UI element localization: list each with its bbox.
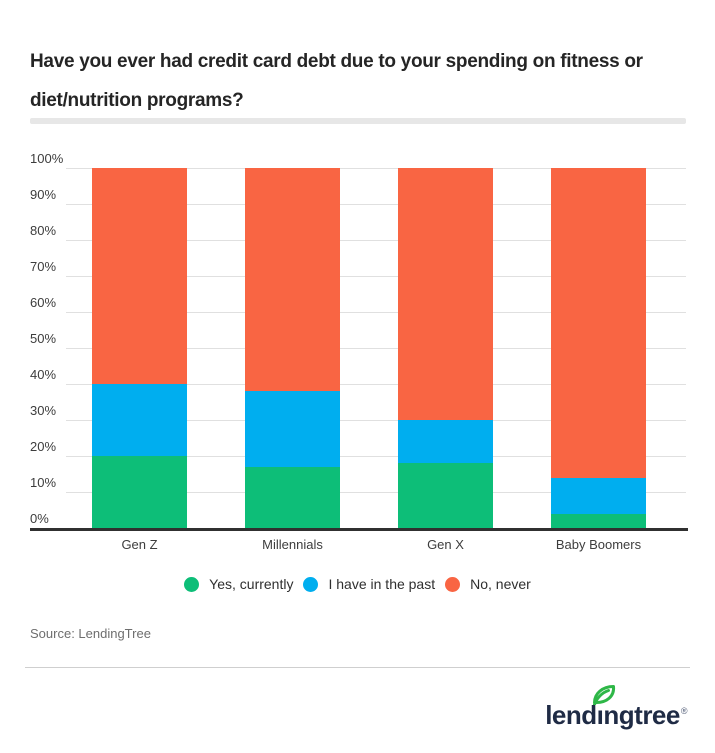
bar-segment-millennials-yes-currently[interactable] xyxy=(245,466,340,528)
y-axis-tick-label-0: 0% xyxy=(30,511,49,526)
leaf-icon xyxy=(593,685,616,705)
y-axis-tick-label-70: 70% xyxy=(30,259,57,274)
chart-title-line2: diet/nutrition programs? xyxy=(30,90,244,111)
gridline-90 xyxy=(66,204,686,205)
bar-segment-baby-boomers-yes-currently[interactable] xyxy=(551,513,646,528)
gridline-80 xyxy=(66,240,686,241)
y-axis-tick-label-90: 90% xyxy=(30,187,57,202)
footer-divider xyxy=(25,667,690,668)
bar-gen-x xyxy=(398,168,493,528)
gridline-40 xyxy=(66,384,686,385)
title-separator xyxy=(30,118,686,124)
bar-segment-gen-z-no-never[interactable] xyxy=(92,168,187,384)
bar-segment-millennials-no-never[interactable] xyxy=(245,168,340,392)
y-axis-tick-label-80: 80% xyxy=(30,223,57,238)
bar-segment-gen-x-i-have-in-the-past[interactable] xyxy=(398,420,493,464)
gridline-70 xyxy=(66,276,686,277)
bar-segment-gen-x-no-never[interactable] xyxy=(398,168,493,420)
x-axis-label-gen-x: Gen X xyxy=(427,537,464,552)
legend-label-yes-currently: Yes, currently xyxy=(209,576,294,592)
stacked-bar-chart: 0% 10% 20% 30% 40% 50% 60% 70% 80% 90% 100% Gen Z Mi… xyxy=(30,151,688,560)
legend-label-no-never: No, never xyxy=(470,576,531,592)
logo-text-prefix: lend xyxy=(545,700,597,730)
y-axis-tick-label-100: 100% xyxy=(30,151,64,166)
legend-item-yes-currently[interactable]: Yes, currently xyxy=(184,576,293,592)
bar-millennials xyxy=(245,168,340,528)
chart-title: Have you ever had credit card debt due t… xyxy=(30,42,643,120)
bar-segment-millennials-i-have-in-the-past[interactable] xyxy=(245,391,340,467)
legend-dot-no-never xyxy=(445,576,461,592)
legend-label-i-have-in-the-past: I have in the past xyxy=(328,576,436,592)
bar-segment-gen-x-yes-currently[interactable] xyxy=(398,463,493,528)
bar-gen-z xyxy=(92,168,187,528)
legend-dot-yes-currently xyxy=(184,576,200,592)
y-axis-tick-label-20: 20% xyxy=(30,439,57,454)
gridline-50 xyxy=(66,348,686,349)
y-axis-tick-label-50: 50% xyxy=(30,331,57,346)
x-axis-label-gen-z: Gen Z xyxy=(121,537,158,552)
gridline-20 xyxy=(66,456,686,457)
legend-item-no-never[interactable]: No, never xyxy=(445,576,531,592)
registered-mark: ® xyxy=(680,706,688,716)
bar-segment-gen-z-yes-currently[interactable] xyxy=(92,456,187,528)
x-axis-label-baby-boomers: Baby Boomers xyxy=(555,537,642,552)
lendingtree-logo: lendıngtree® xyxy=(545,685,688,731)
source-text: Source: LendingTree xyxy=(30,626,151,641)
y-axis-tick-label-30: 30% xyxy=(30,403,57,418)
legend-dot-i-have-in-the-past xyxy=(303,576,319,592)
gridline-10 xyxy=(66,492,686,493)
chart-legend: Yes, currently I have in the past No, neve… xyxy=(0,576,715,592)
y-axis-tick-label-60: 60% xyxy=(30,295,57,310)
bar-baby-boomers xyxy=(551,168,646,528)
gridline-30 xyxy=(66,420,686,421)
gridline-60 xyxy=(66,312,686,313)
logo-text-dotless-i: ı xyxy=(596,700,604,730)
bar-segment-gen-z-i-have-in-the-past[interactable] xyxy=(92,384,187,456)
x-axis-line xyxy=(30,528,688,531)
logo-text-suffix: ngtree xyxy=(603,700,680,730)
bar-segment-baby-boomers-i-have-in-the-past[interactable] xyxy=(551,477,646,514)
y-axis-tick-label-40: 40% xyxy=(30,367,57,382)
legend-item-i-have-in-the-past[interactable]: I have in the past xyxy=(303,576,435,592)
y-axis-tick-label-10: 10% xyxy=(30,475,57,490)
x-axis-label-millennials: Millennials xyxy=(262,537,323,552)
bar-segment-baby-boomers-no-never[interactable] xyxy=(551,168,646,478)
gridline-100 xyxy=(66,168,686,169)
chart-title-line1: Have you ever had credit card debt due t… xyxy=(30,51,643,72)
